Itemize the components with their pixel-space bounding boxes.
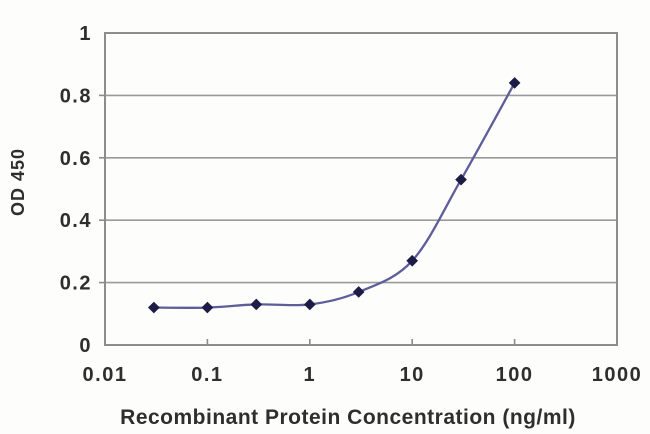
y-axis-title: OD 450 [8, 148, 28, 216]
y-tick-label: 0.6 [60, 148, 92, 170]
y-tick-label: 0.4 [60, 210, 92, 232]
plot-frame [104, 32, 618, 346]
x-axis-title: Recombinant Protein Concentration (ng/ml… [120, 406, 576, 429]
y-tick-label: 0.2 [60, 273, 92, 295]
y-tick-label: 0.8 [60, 85, 92, 107]
x-tick-label: 100 [496, 364, 534, 386]
x-tick-label: 1000 [592, 364, 643, 386]
x-tick-label: 10 [400, 364, 425, 386]
data-point-marker [455, 173, 467, 186]
data-point-marker [250, 298, 263, 311]
data-point-marker [303, 298, 316, 311]
x-tick-label: 0.01 [83, 364, 128, 386]
data-point-marker [406, 254, 419, 267]
data-point-marker [508, 77, 521, 89]
axis-ticks [99, 94, 516, 345]
x-tick-label: 0.1 [191, 364, 223, 386]
data-point-marker [148, 301, 160, 314]
y-tick-label: 0 [79, 335, 92, 357]
x-tick-labels: 0.01 0.1 1 10 100 1000 [83, 364, 643, 386]
data-point-marker [201, 301, 214, 314]
data-series [148, 77, 521, 314]
y-tick-labels: 0 0.2 0.4 0.6 0.8 1 [60, 23, 92, 357]
x-tick-label: 1 [303, 364, 316, 386]
gridlines [105, 94, 617, 284]
data-point-marker [352, 286, 365, 298]
y-tick-label: 1 [79, 23, 92, 45]
